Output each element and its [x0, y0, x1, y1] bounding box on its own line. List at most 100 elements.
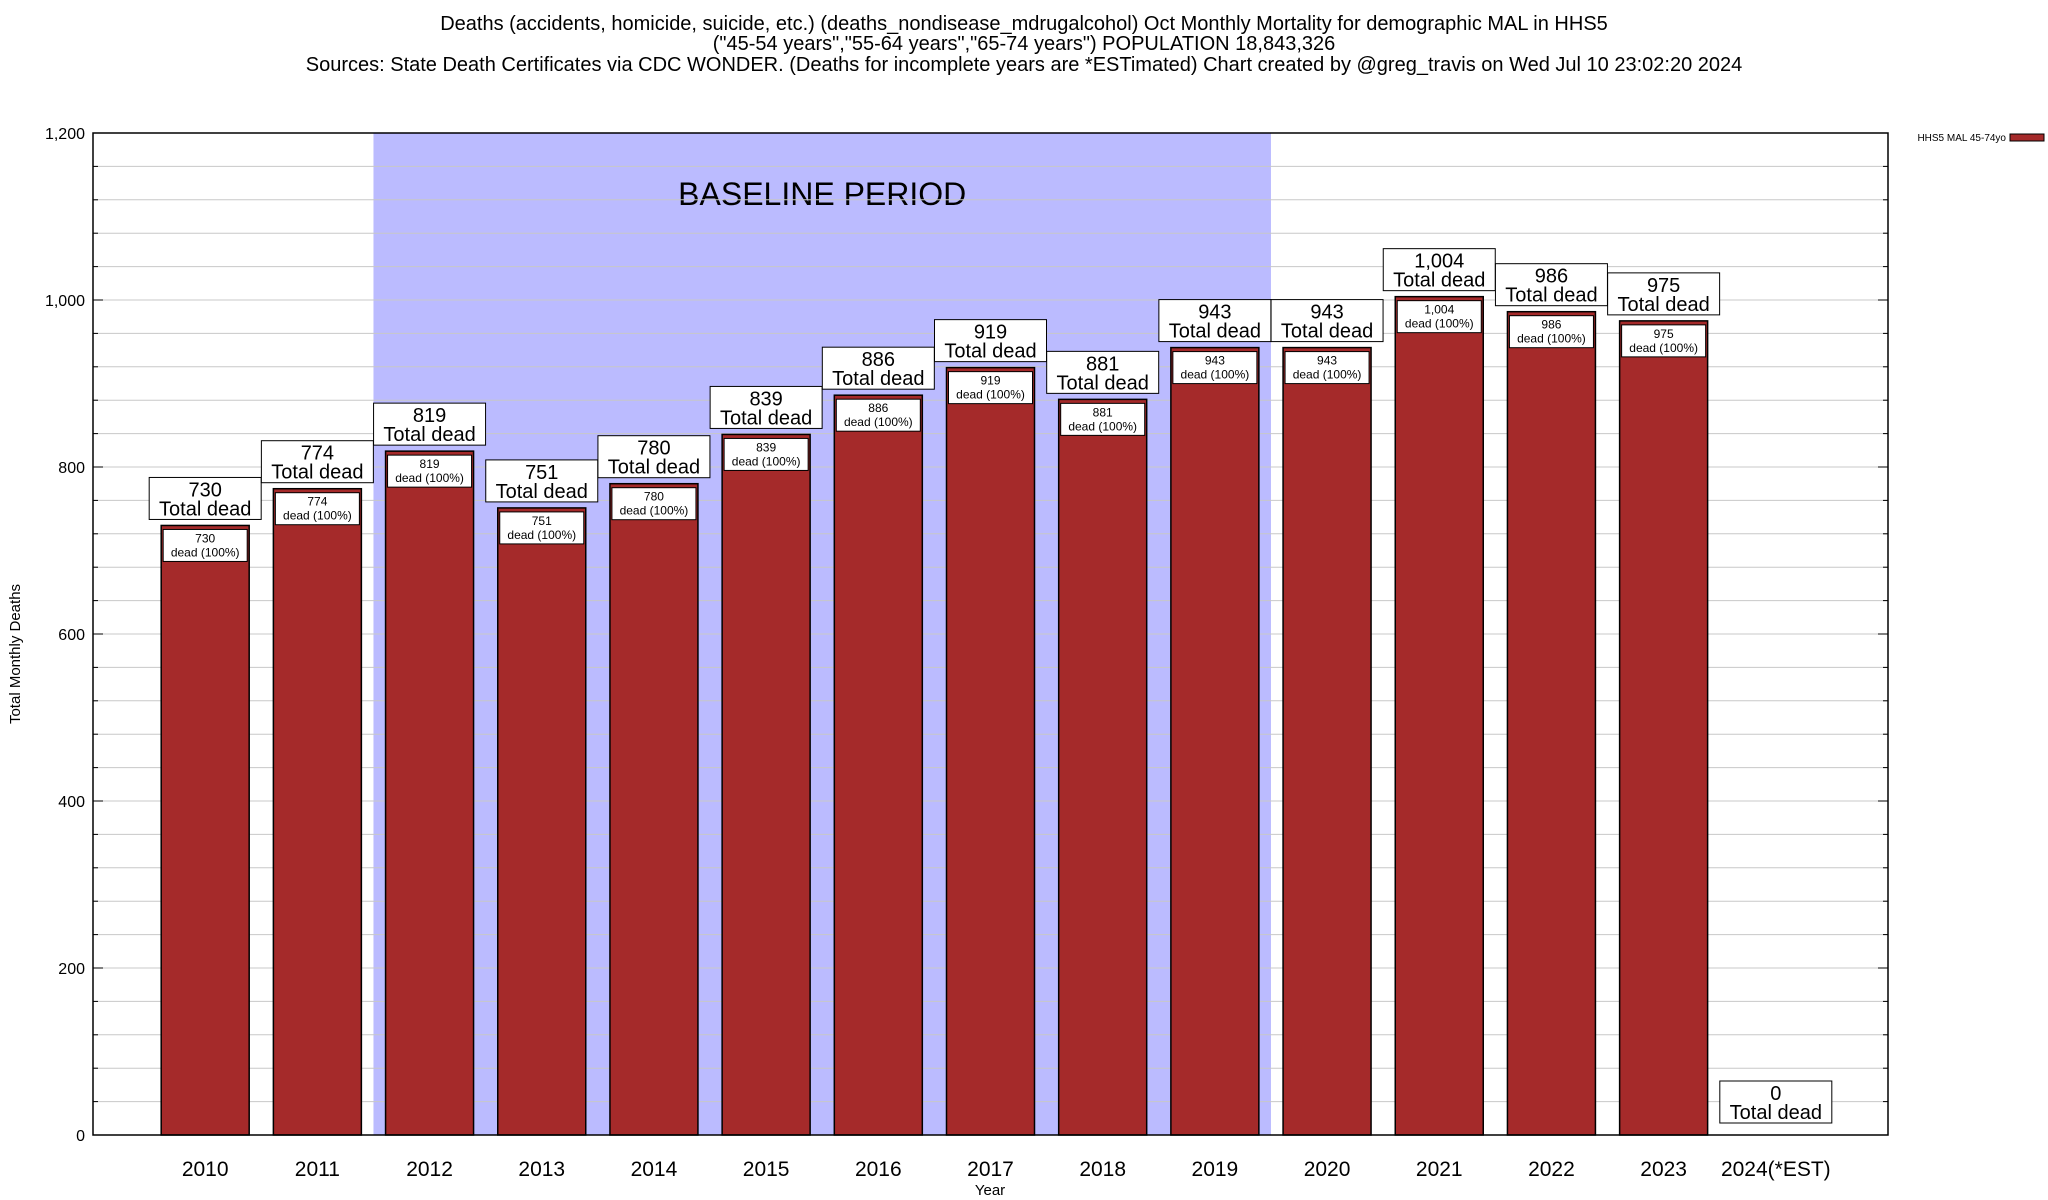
y-tick-label: 600 [58, 627, 85, 644]
bar-inner-caption: dead (100%) [395, 471, 464, 485]
x-tick-label: 2014 [631, 1158, 678, 1181]
bar-inner-value: 886 [868, 401, 888, 415]
x-tick-label: 2012 [406, 1158, 453, 1181]
bar-total-caption: Total dead [1617, 294, 1709, 316]
bar-total-caption: Total dead [159, 498, 251, 520]
bar-total-caption: Total dead [944, 341, 1036, 363]
bar-total-label-box [373, 402, 487, 446]
legend: HHS5 MAL 45-74yo [1917, 133, 2045, 144]
bar-total-label-box [148, 476, 262, 520]
bar-total-caption: Total dead [271, 462, 363, 484]
bar-total-label-box [709, 385, 823, 429]
x-axis-label: Year [975, 1182, 1005, 1199]
bar-total-value: 975 [1647, 275, 1680, 297]
bar-total-caption: Total dead [1281, 321, 1373, 343]
bar-inner-caption: dead (100%) [283, 509, 352, 523]
x-tick-label: 2019 [1192, 1158, 1239, 1181]
bar-inner-value: 975 [1654, 327, 1674, 341]
bar [1618, 320, 1709, 1136]
bar-total-label-box [1719, 1080, 1833, 1124]
x-tick-label: 2024(*EST) [1721, 1158, 1831, 1181]
bar-inner-caption: dead (100%) [732, 454, 801, 468]
bar-total-label-box [1158, 299, 1272, 343]
bar [1170, 346, 1260, 1136]
y-tick-label: 0 [76, 1128, 85, 1145]
bar-total-value: 919 [974, 322, 1007, 344]
bar-total-label-box [1270, 299, 1384, 343]
bar-inner-label-box [387, 454, 473, 488]
bar-inner-label-box [723, 437, 809, 471]
bar-inner-label-box [1284, 351, 1370, 385]
bar-inner-caption: dead (100%) [620, 504, 689, 518]
bar-inner-value: 780 [644, 490, 664, 504]
bar-total-label-box [821, 346, 935, 390]
bar-total-value: 886 [862, 349, 895, 371]
bar [272, 487, 363, 1136]
bar [1057, 398, 1148, 1136]
bar-inner-value: 774 [307, 495, 327, 509]
bar-total-label-box [1046, 350, 1160, 394]
bar-total-label-box [597, 435, 711, 479]
bar-total-caption: Total dead [1505, 285, 1597, 307]
bar-inner-value: 839 [756, 440, 776, 454]
bar-inner-caption: dead (100%) [1517, 332, 1586, 346]
bar-inner-label-box [1060, 402, 1146, 436]
bar-total-value: 730 [189, 479, 222, 501]
x-tick-label: 2010 [182, 1158, 229, 1181]
y-tick-label: 1,200 [45, 126, 85, 143]
bar-inner-value: 881 [1093, 405, 1113, 419]
chart-title-line-2: ("45-54 years","55-64 years","65-74 year… [713, 33, 1336, 55]
bar-total-value: 0 [1770, 1083, 1781, 1105]
bar-total-caption: Total dead [1393, 270, 1485, 292]
baseline-label: BASELINE PERIOD [678, 176, 966, 212]
bar [833, 394, 924, 1136]
bar-total-caption: Total dead [1169, 321, 1261, 343]
bar-total-label-box [934, 319, 1047, 363]
bar-total-caption: Total dead [720, 407, 812, 429]
bar-inner-label-box [611, 487, 697, 521]
bar-total-label-box [260, 440, 374, 484]
bar-inner-caption: dead (100%) [844, 415, 913, 429]
bar-total-value: 839 [749, 388, 782, 410]
bar [160, 524, 250, 1136]
x-tick-label: 2021 [1416, 1158, 1463, 1181]
y-tick-label: 200 [58, 961, 85, 978]
plot-area: BASELINE PERIOD 0 200 400 600 800 1,000 1,200 20… [45, 126, 1889, 1181]
bar-total-caption: Total dead [1730, 1102, 1822, 1124]
bar-inner-value: 730 [195, 531, 215, 545]
bar-total-label-box [1494, 263, 1608, 307]
bar [945, 366, 1036, 1136]
bar [609, 482, 699, 1136]
bar-inner-caption: dead (100%) [1293, 368, 1362, 382]
x-tick-label: 2018 [1079, 1158, 1126, 1181]
legend-swatch [2009, 133, 2045, 142]
chart-title-line-1: Deaths (accidents, homicide, suicide, et… [440, 13, 1608, 35]
x-tick-label: 2015 [743, 1158, 790, 1181]
x-tick-label: 2017 [967, 1158, 1014, 1181]
bar-total-caption: Total dead [1057, 372, 1149, 394]
x-tick-label: 2023 [1640, 1158, 1687, 1181]
bar-inner-label-box [1172, 351, 1258, 385]
bar-total-value: 881 [1086, 353, 1119, 375]
x-tick-label: 2020 [1304, 1158, 1351, 1181]
bar-total-value: 819 [413, 405, 446, 427]
bar-inner-label-box [1508, 315, 1594, 349]
y-tick-label: 800 [58, 460, 85, 477]
bar-inner-caption: dead (100%) [1068, 419, 1137, 433]
bar-inner-label-box [162, 528, 248, 562]
bar-inner-caption: dead (100%) [507, 528, 576, 542]
bar-total-caption: Total dead [608, 457, 700, 479]
bar-total-value: 780 [637, 438, 670, 460]
bar-total-caption: Total dead [832, 368, 924, 390]
bar-total-caption: Total dead [496, 481, 588, 503]
bar [721, 433, 811, 1136]
bar [1506, 310, 1597, 1136]
bar-inner-value: 986 [1541, 318, 1561, 332]
bar-inner-value: 1,004 [1424, 303, 1454, 317]
x-tick-label: 2016 [855, 1158, 902, 1181]
x-tick-label: 2013 [518, 1158, 565, 1181]
bar-inner-label-box [948, 371, 1033, 405]
bar [497, 507, 587, 1136]
x-tick-label: 2022 [1528, 1158, 1575, 1181]
